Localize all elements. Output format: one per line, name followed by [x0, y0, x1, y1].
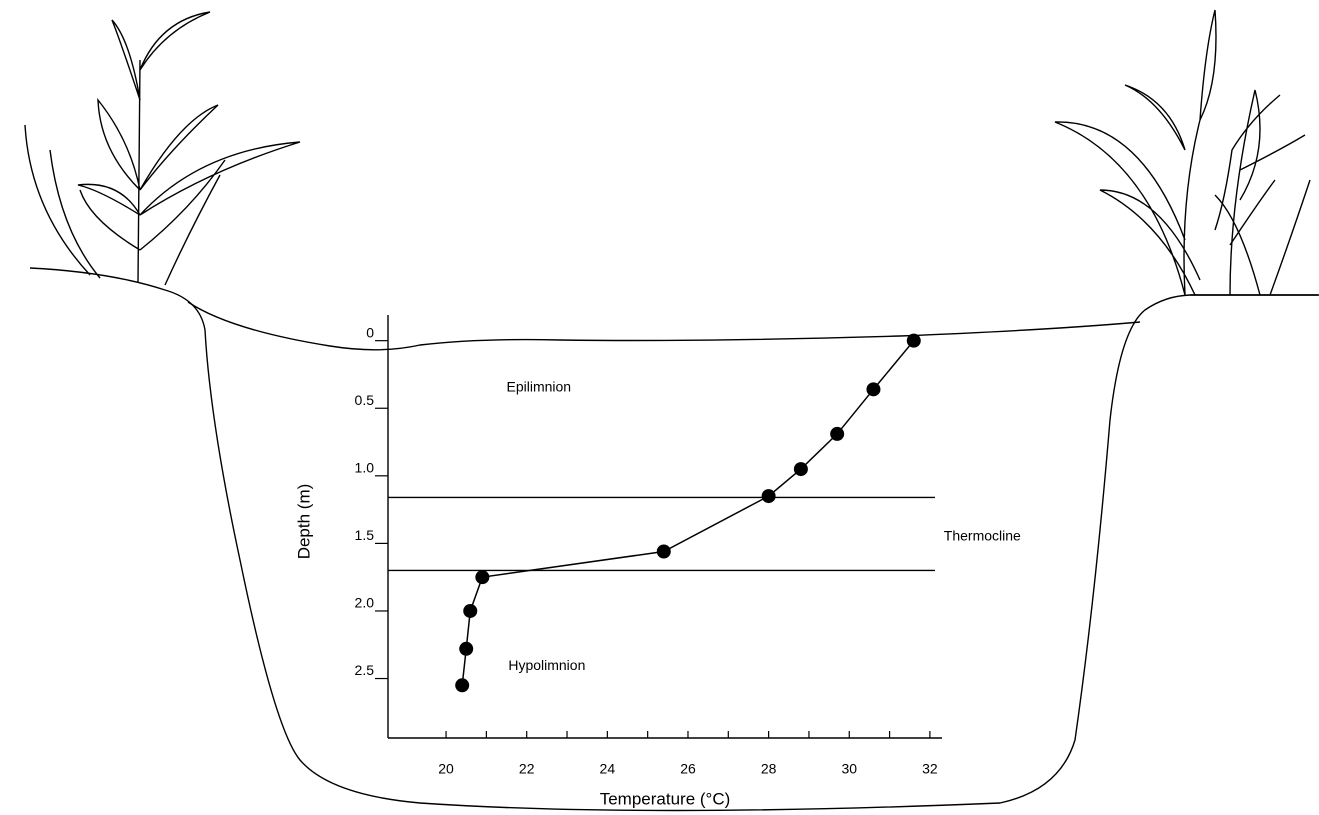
y-tick-label: 1.0 [355, 460, 375, 476]
data-point [463, 603, 478, 618]
x-axis-label: Temperature (°C) [600, 789, 731, 808]
x-tick-label: 30 [841, 761, 857, 777]
x-tick-label: 28 [761, 761, 777, 777]
y-tick-label: 2.0 [355, 595, 375, 611]
layer-label: Thermocline [944, 527, 1021, 543]
data-point [866, 382, 881, 397]
water-surface [187, 301, 1141, 351]
plant-left [24, 11, 301, 286]
data-point [459, 641, 474, 656]
data-point [475, 570, 490, 585]
plant-right [1054, 9, 1318, 296]
y-tick-label: 0 [366, 324, 374, 340]
y-axis-label: Depth (m) [294, 484, 313, 560]
x-tick-label: 26 [680, 761, 696, 777]
x-tick-label: 24 [600, 761, 616, 777]
pond-outline [29, 267, 1319, 812]
data-point [793, 462, 808, 477]
data-point [656, 544, 671, 559]
layer-label: Epilimnion [507, 379, 572, 395]
layer-label: Hypolimnion [508, 657, 585, 673]
y-tick-label: 1.5 [355, 527, 375, 543]
pond-illustration [24, 9, 1319, 812]
profile-line [461, 340, 915, 686]
data-point [830, 426, 845, 441]
data-point [761, 489, 776, 504]
x-tick-label: 32 [922, 761, 938, 777]
y-tick-label: 2.5 [355, 662, 375, 678]
y-tick-label: 0.5 [355, 392, 375, 408]
data-point [906, 333, 921, 348]
data-point [455, 678, 470, 693]
x-tick-label: 20 [438, 761, 454, 777]
x-tick-label: 22 [519, 761, 535, 777]
